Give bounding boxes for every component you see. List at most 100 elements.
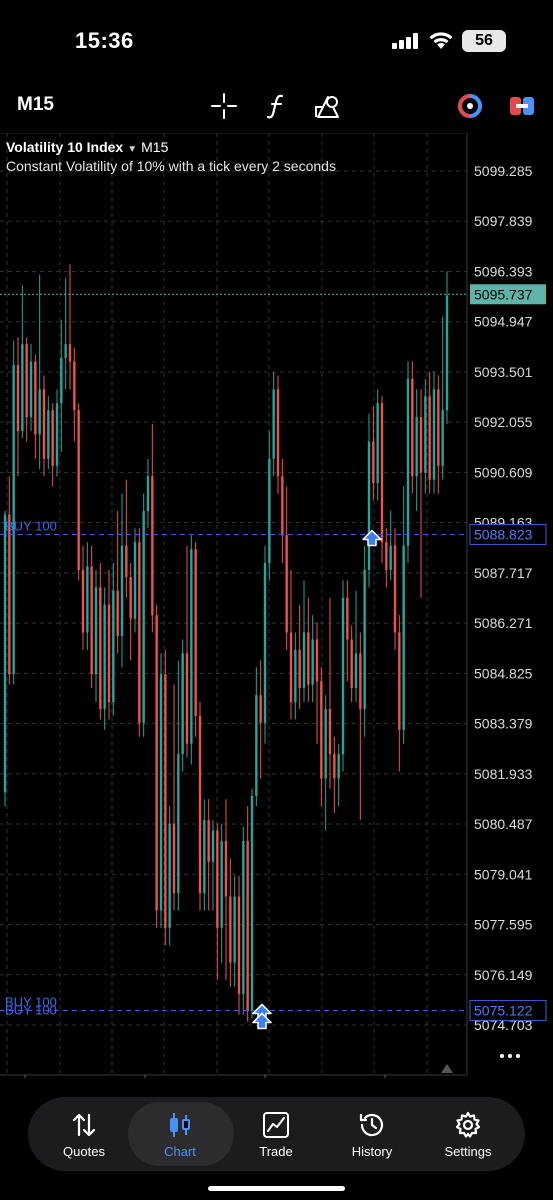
tab-history-label: History: [351, 1144, 393, 1159]
more-options-icon: [516, 1054, 520, 1058]
candle-body: [94, 587, 98, 675]
crosshair-icon[interactable]: [209, 92, 239, 120]
candle-body: [255, 695, 258, 796]
candle-body: [437, 389, 440, 466]
candle-body: [406, 378, 410, 546]
candle-body: [38, 389, 41, 435]
candle-body: [415, 417, 418, 477]
quotes-arrows-icon: [72, 1113, 96, 1137]
price-tick-label: 5079.041: [474, 866, 533, 882]
candle-body: [328, 708, 332, 755]
candle-body: [398, 632, 401, 730]
candle-body: [311, 639, 314, 685]
candle-body: [172, 823, 176, 894]
candle-body: [359, 653, 362, 709]
price-tick-label: 5087.717: [474, 565, 533, 581]
price-tick-label: 5090.609: [474, 464, 533, 480]
active-tab-highlight: [128, 1102, 234, 1166]
candle-body: [268, 458, 271, 564]
candle-body: [224, 840, 228, 897]
home-indicator: [208, 1186, 345, 1191]
order-price-badge: [469, 523, 547, 545]
candle-body: [142, 510, 145, 723]
history-clock-icon: [359, 1113, 384, 1137]
trade-signals-icon[interactable]: [455, 92, 485, 120]
candle-body: [333, 754, 336, 779]
candle-body: [55, 403, 59, 466]
price-tick-label: 5092.055: [474, 414, 533, 430]
tab-trade[interactable]: Trade: [228, 1097, 324, 1171]
candle-body: [376, 403, 379, 484]
tab-history[interactable]: History: [324, 1097, 420, 1171]
bottom-tab-bar: Quotes Chart Trade History Settings: [28, 1097, 525, 1171]
candle-body: [42, 389, 46, 459]
tab-quotes[interactable]: Quotes: [36, 1097, 132, 1171]
candle-body: [64, 344, 67, 359]
candle-body: [203, 820, 206, 894]
candle-body: [207, 820, 210, 862]
drawing-tools-icon[interactable]: [313, 92, 343, 120]
candle-body: [272, 389, 275, 459]
more-options-icon: [508, 1054, 512, 1058]
one-click-trading-icon[interactable]: [507, 92, 537, 120]
candle-body: [411, 378, 414, 477]
price-chart[interactable]: 5099.285 5097.839 5096.393 5094.947 5093.501…: [0, 133, 553, 1078]
candle-body: [285, 535, 288, 633]
candle-body: [103, 604, 106, 709]
price-tick-label: 5083.379: [474, 716, 533, 732]
candle-body: [77, 410, 80, 570]
price-tick-label: 5097.839: [474, 213, 533, 229]
candle-body: [34, 361, 37, 435]
more-options-icon: [500, 1054, 504, 1058]
indicator-function-icon[interactable]: [262, 92, 292, 120]
candle-body: [68, 344, 72, 362]
chart-shift-marker-icon: [441, 1064, 453, 1073]
candle-body: [51, 410, 54, 466]
tab-chart[interactable]: Chart: [128, 1097, 234, 1171]
candle-body: [16, 365, 20, 432]
candle-body: [276, 389, 280, 477]
candle-body: [190, 549, 193, 744]
chart-symbol-header[interactable]: Volatility 10 Index ▼ M15: [6, 139, 168, 155]
candle-body: [289, 632, 293, 703]
candle-body: [263, 563, 267, 723]
candle-body: [181, 653, 184, 755]
candle-body: [320, 681, 323, 779]
candle-body: [445, 295, 449, 411]
trade-chart-icon: [263, 1112, 289, 1138]
candle-body: [307, 632, 310, 685]
order-label: BUY 100: [5, 518, 57, 533]
tab-settings[interactable]: Settings: [420, 1097, 516, 1171]
candle-body: [324, 708, 327, 779]
candle-body: [402, 545, 405, 730]
order-label: BUY 100: [5, 994, 57, 1009]
tab-quotes-label: Quotes: [63, 1144, 105, 1159]
candle-body: [129, 576, 132, 619]
candle-body: [133, 542, 137, 619]
candle-body: [315, 639, 319, 682]
chart-timeframe-label: M15: [141, 139, 169, 155]
candle-body: [90, 566, 93, 675]
candle-body: [146, 476, 150, 511]
order-price-badge: [469, 999, 547, 1021]
candlestick-chart-icon: [170, 1113, 190, 1137]
candle-body: [233, 896, 236, 963]
tab-chart-label: Chart: [164, 1144, 196, 1159]
candle-body: [346, 597, 349, 640]
candle-body: [107, 604, 111, 703]
candle-body: [125, 545, 128, 577]
candle-body: [242, 840, 245, 994]
settings-gear-icon: [455, 1111, 481, 1138]
candle-body: [220, 840, 223, 928]
price-tick-label: 5076.149: [474, 967, 533, 983]
candle-body: [259, 695, 262, 723]
candle-body: [350, 639, 353, 689]
candle-body: [363, 569, 366, 709]
candle-body: [367, 441, 371, 570]
timeframe-selector[interactable]: M15: [17, 94, 54, 115]
wifi-icon: [429, 32, 453, 49]
price-tick-label: 5084.825: [474, 665, 533, 681]
candle-body: [237, 896, 241, 994]
buy-entry-arrow-icon: [362, 529, 382, 547]
symbol-name: Volatility 10 Index: [6, 139, 124, 155]
